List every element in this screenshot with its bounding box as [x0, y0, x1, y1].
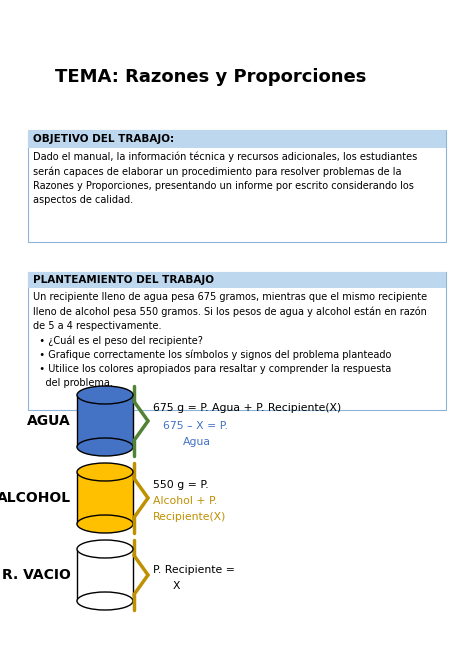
FancyBboxPatch shape	[28, 272, 446, 410]
Text: 675 g = P. Agua + P. Recipiente(X): 675 g = P. Agua + P. Recipiente(X)	[153, 403, 341, 413]
Bar	[77, 472, 133, 524]
Ellipse shape	[77, 515, 133, 533]
Ellipse shape	[77, 540, 133, 558]
Ellipse shape	[77, 386, 133, 404]
Text: 675 – X = P.: 675 – X = P.	[163, 421, 228, 431]
Text: ALCOHOL: ALCOHOL	[0, 491, 71, 505]
Ellipse shape	[77, 438, 133, 456]
Text: Un recipiente lleno de agua pesa 675 gramos, mientras que el mismo recipiente
ll: Un recipiente lleno de agua pesa 675 gra…	[33, 292, 427, 388]
Text: OBJETIVO DEL TRABAJO:: OBJETIVO DEL TRABAJO:	[33, 134, 174, 144]
Text: 550 g = P.: 550 g = P.	[153, 480, 209, 490]
Text: Alcohol + P.: Alcohol + P.	[153, 496, 217, 506]
Text: X: X	[173, 581, 181, 591]
Text: Agua: Agua	[183, 437, 211, 447]
FancyBboxPatch shape	[28, 130, 446, 148]
Ellipse shape	[77, 463, 133, 481]
FancyBboxPatch shape	[28, 272, 446, 288]
Text: TEMA: Razones y Proporciones: TEMA: Razones y Proporciones	[55, 68, 366, 86]
Text: PLANTEAMIENTO DEL TRABAJO: PLANTEAMIENTO DEL TRABAJO	[33, 275, 214, 285]
Text: Dado el manual, la información técnica y recursos adicionales, los estudiantes
s: Dado el manual, la información técnica y…	[33, 152, 417, 205]
Bar	[77, 395, 133, 447]
Ellipse shape	[77, 592, 133, 610]
Bar	[77, 549, 133, 601]
Text: Recipiente(X): Recipiente(X)	[153, 512, 227, 522]
FancyBboxPatch shape	[28, 130, 446, 242]
Text: P. Recipiente =: P. Recipiente =	[153, 565, 235, 575]
Text: R. VACIO: R. VACIO	[2, 568, 71, 582]
Text: AGUA: AGUA	[27, 414, 71, 428]
